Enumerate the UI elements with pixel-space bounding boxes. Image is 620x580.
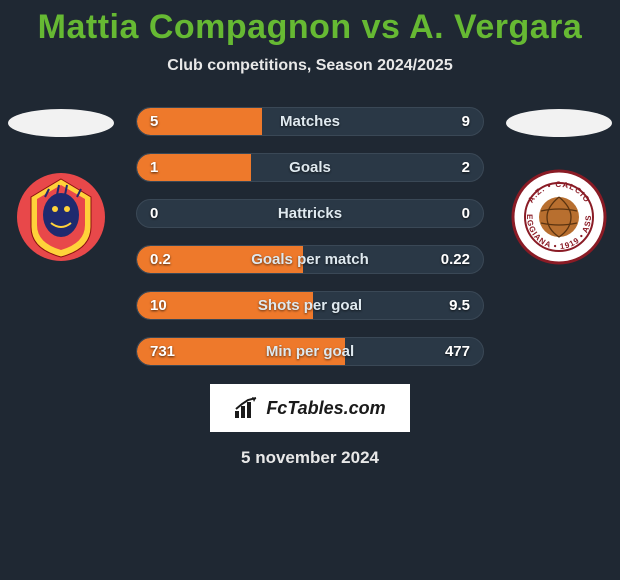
stat-value-right: 0.22 [441, 246, 470, 273]
right-club-crest: A.Z. • CALCIO REGGIANA • 1919 • ASSO [509, 167, 609, 267]
stat-row: 1Goals2 [136, 153, 484, 182]
comparison-content: A.Z. • CALCIO REGGIANA • 1919 • ASSO 5Ma… [0, 107, 620, 366]
date-label: 5 november 2024 [0, 448, 620, 468]
stat-value-right: 0 [462, 200, 470, 227]
branding-text: FcTables.com [266, 398, 385, 419]
reggiana-crest-icon: A.Z. • CALCIO REGGIANA • 1919 • ASSO [509, 167, 609, 267]
stat-label: Goals [137, 154, 483, 181]
subtitle: Club competitions, Season 2024/2025 [0, 57, 620, 75]
stat-label: Hattricks [137, 200, 483, 227]
right-player-column: A.Z. • CALCIO REGGIANA • 1919 • ASSO [504, 107, 614, 267]
stat-value-right: 2 [462, 154, 470, 181]
stat-value-right: 477 [445, 338, 470, 365]
stat-row: 0Hattricks0 [136, 199, 484, 228]
stat-row: 5Matches9 [136, 107, 484, 136]
stat-label: Goals per match [137, 246, 483, 273]
branding-badge: FcTables.com [210, 384, 410, 432]
stat-label: Min per goal [137, 338, 483, 365]
stat-label: Matches [137, 108, 483, 135]
page-title: Mattia Compagnon vs A. Vergara [0, 0, 620, 47]
left-player-photo-placeholder [8, 109, 114, 137]
stats-panel: 5Matches9 1Goals2 0Hattricks0 0.2Goals per … [136, 107, 484, 366]
left-club-crest [11, 167, 111, 267]
stat-label: Shots per goal [137, 292, 483, 319]
stat-row: 10Shots per goal9.5 [136, 291, 484, 320]
stat-row: 0.2Goals per match0.22 [136, 245, 484, 274]
catanzaro-crest-icon [11, 167, 111, 267]
stat-row: 731Min per goal477 [136, 337, 484, 366]
fctables-logo-icon [234, 397, 260, 419]
right-player-photo-placeholder [506, 109, 612, 137]
stat-value-right: 9 [462, 108, 470, 135]
left-player-column [6, 107, 116, 267]
stat-value-right: 9.5 [449, 292, 470, 319]
